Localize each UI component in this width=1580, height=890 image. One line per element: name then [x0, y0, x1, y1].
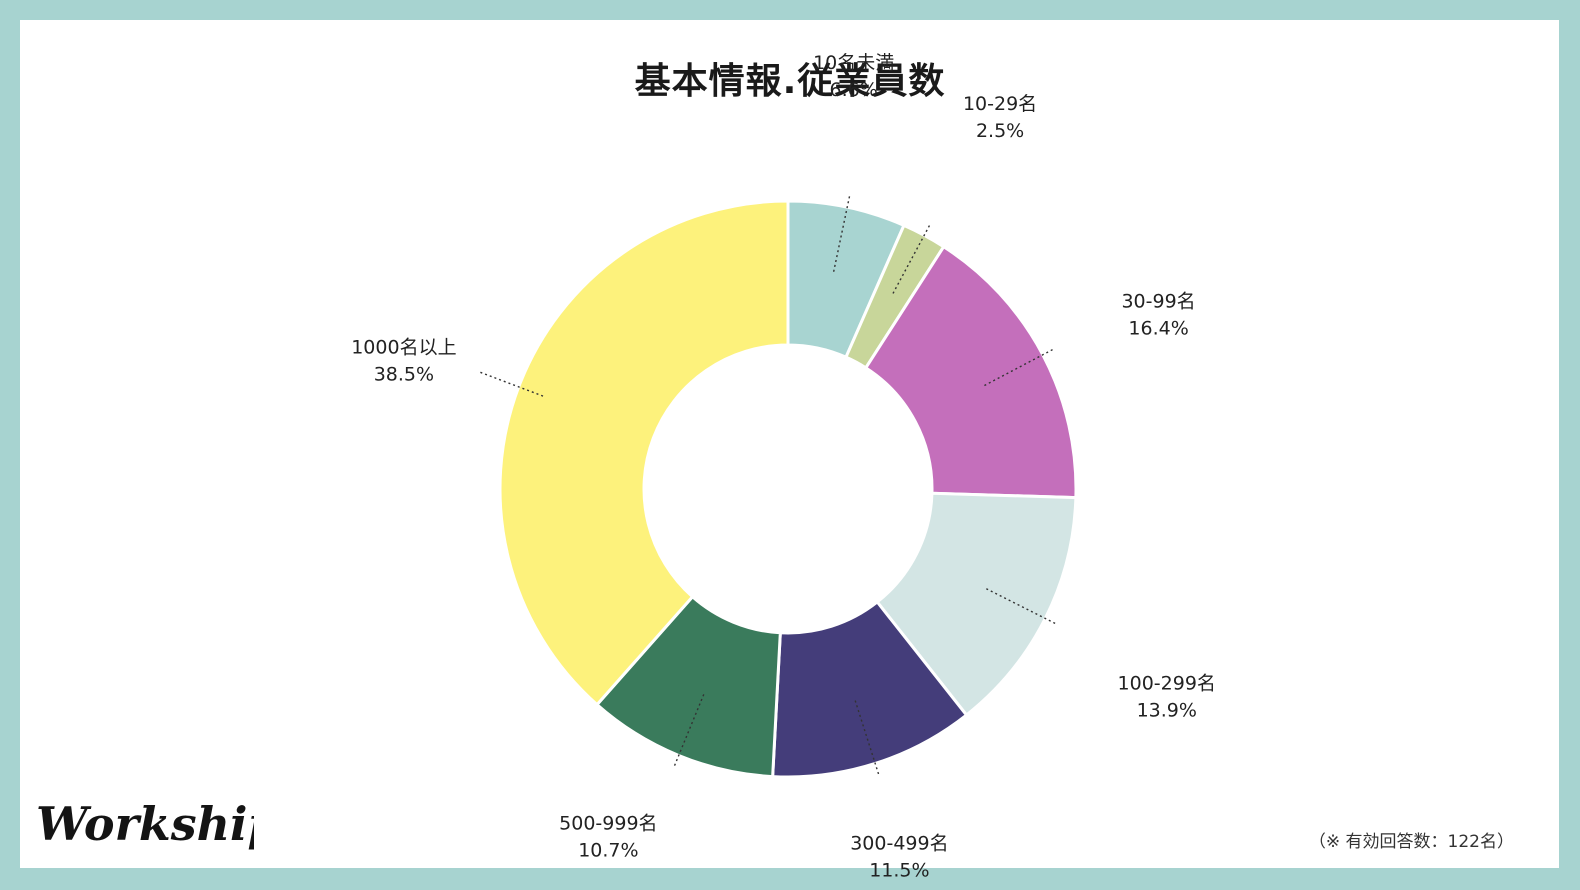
donut-slice-4 — [875, 491, 1078, 718]
leader-line-3 — [984, 348, 1054, 387]
leader-line-5 — [854, 700, 880, 776]
footnote: （※ 有効回答数：122名） — [1308, 832, 1514, 852]
leader-line-2 — [892, 224, 931, 294]
slice-category-label: 500-999名 — [559, 812, 657, 834]
leader-line-6 — [673, 694, 705, 767]
leader-line-4 — [986, 588, 1057, 625]
workship-logo: Workship — [36, 797, 254, 851]
donut-slice-7 — [498, 199, 790, 707]
slice-category-label: 300-499名 — [850, 833, 948, 855]
slice-category-label: 10名未満 — [813, 52, 894, 74]
slice-category-label: 100-299名 — [1118, 672, 1216, 694]
leader-line-7 — [479, 371, 544, 397]
leader-line-1 — [832, 195, 851, 272]
brand-wordmark: Workship — [36, 797, 254, 851]
slice-value-label: 38.5% — [374, 364, 434, 386]
leader-lines — [479, 195, 1057, 776]
slice-value-label: 6.6% — [830, 79, 878, 101]
donut-slice-3 — [863, 244, 1078, 500]
slice-value-label: 13.9% — [1137, 699, 1197, 721]
slice-labels: 10名未満 6.6% 10-29名 2.5% 30-99名 16.4% 100-299名 13… — [351, 52, 1216, 882]
slice-value-label: 10.7% — [578, 839, 638, 861]
slice-category-label: 30-99名 — [1121, 290, 1195, 312]
slice-category-label: 1000名以上 — [351, 337, 456, 359]
slice-value-label: 11.5% — [869, 860, 929, 882]
chart-title: 基本情報.従業員数 — [634, 61, 946, 102]
slice-category-label: 10-29名 — [963, 93, 1037, 115]
donut-slices — [498, 199, 1078, 779]
slice-value-label: 16.4% — [1128, 317, 1188, 339]
slice-value-label: 2.5% — [976, 120, 1024, 142]
